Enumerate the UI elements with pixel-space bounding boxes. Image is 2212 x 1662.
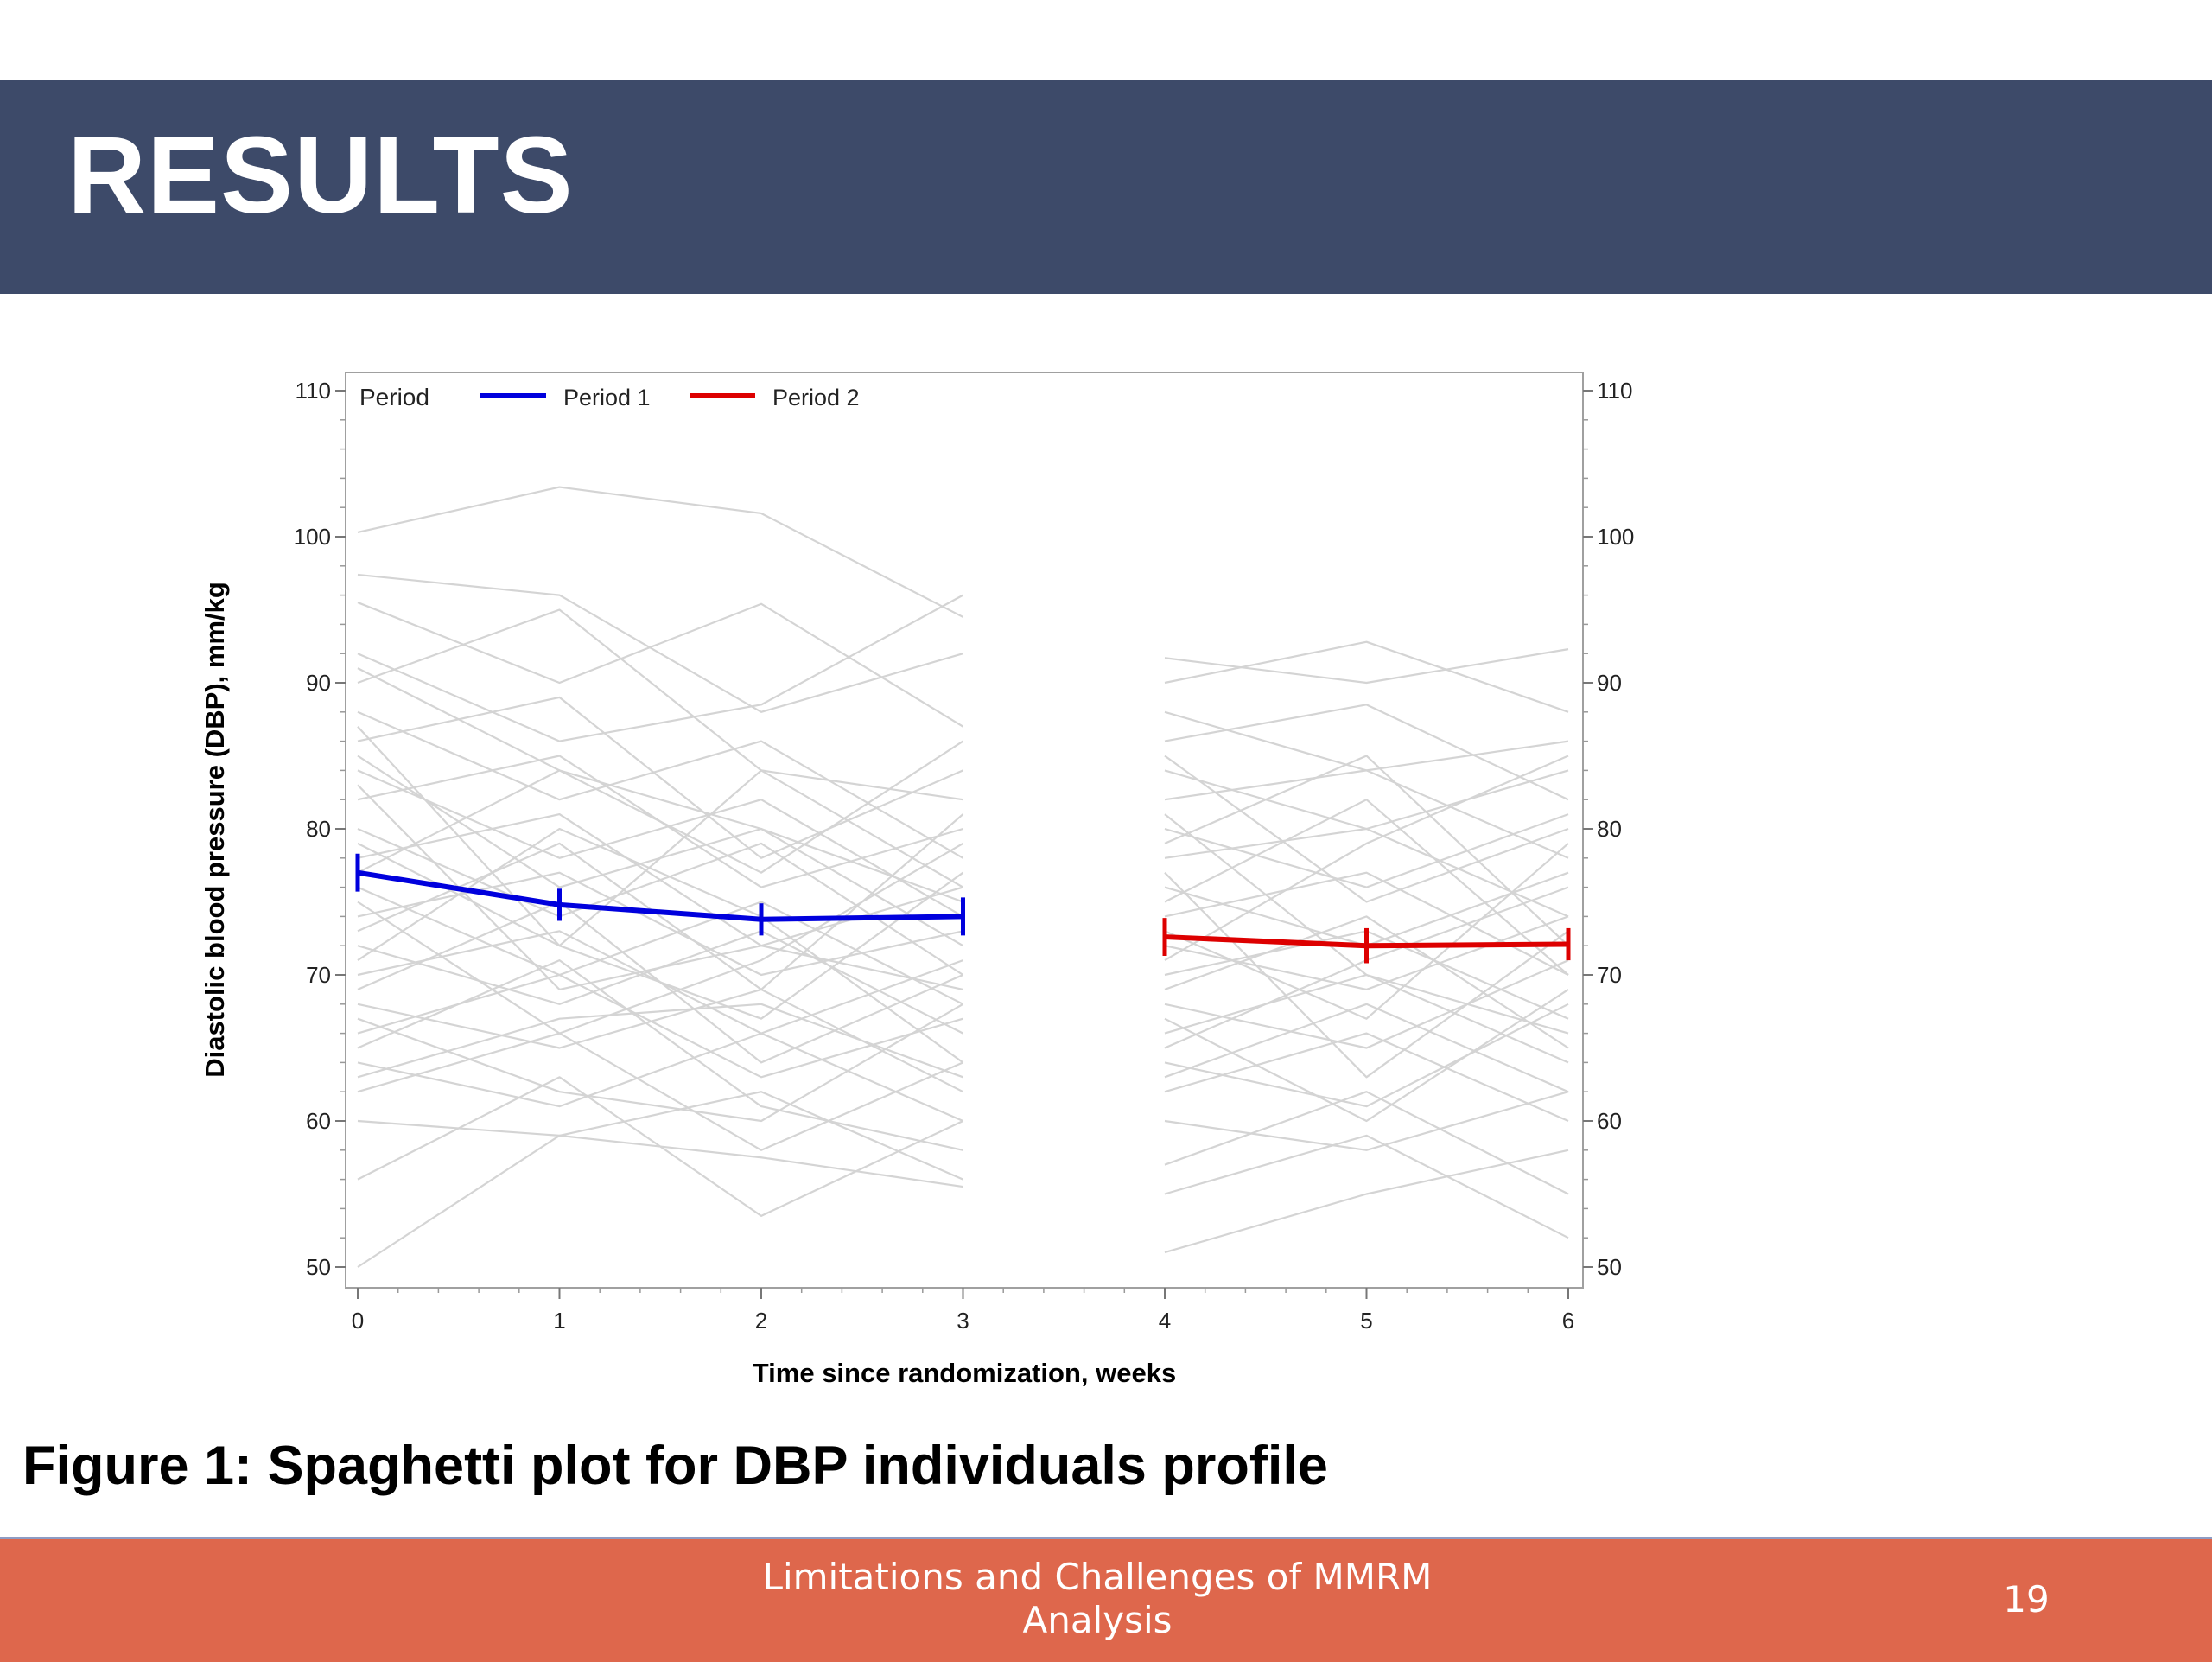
profile-line-32 <box>357 769 963 903</box>
axes: 50 50 60 60 70 70 80 80 90 90 100 100 110 110 0 1 2 3 4 5 6 <box>294 378 1635 1334</box>
profile-line-5 <box>357 608 963 801</box>
x-tick-label-3: 3 <box>957 1308 969 1334</box>
y-tick-label-right-80: 80 <box>1597 816 1622 842</box>
legend: Period Period 1 Period 2 <box>359 384 860 411</box>
x-tick-label-5: 5 <box>1360 1308 1372 1334</box>
y-tick-label-left-100: 100 <box>294 524 331 550</box>
profile-line-6 <box>357 710 964 859</box>
x-axis-label: Time since randomization, weeks <box>753 1358 1176 1388</box>
x-tick-label-1: 1 <box>553 1308 565 1334</box>
mean-series <box>355 853 1571 964</box>
profile-line-36 <box>1164 648 1569 685</box>
legend-title: Period <box>359 384 429 411</box>
profile-line-2 <box>357 573 963 713</box>
profile-line-55 <box>1164 1149 1569 1254</box>
y-tick-label-right-50: 50 <box>1597 1254 1622 1280</box>
profile-line-37 <box>1164 640 1569 713</box>
footer-title: Limitations and Challenges of MMRM Analy… <box>762 1556 1433 1641</box>
y-tick-label-left-90: 90 <box>306 670 331 696</box>
profile-line-56 <box>1164 755 1569 947</box>
y-tick-label-right-60: 60 <box>1597 1108 1622 1134</box>
profile-line-30 <box>357 827 964 1064</box>
legend-label-period-1: Period 1 <box>563 385 651 411</box>
profile-line-58 <box>1164 755 1569 903</box>
x-tick-label-0: 0 <box>352 1308 364 1334</box>
x-tick-label-6: 6 <box>1562 1308 1574 1334</box>
profile-line-57 <box>1164 843 1569 1020</box>
profile-line-63 <box>1164 755 1569 962</box>
profile-line-59 <box>1164 915 1569 1049</box>
profile-line-54 <box>1164 1134 1569 1239</box>
profile-line-27 <box>357 667 964 874</box>
y-tick-label-left-60: 60 <box>306 1108 331 1134</box>
profile-line-53 <box>1164 1091 1569 1195</box>
y-tick-label-left-110: 110 <box>296 378 331 404</box>
y-tick-label-right-100: 100 <box>1597 524 1634 550</box>
slide-title: RESULTS <box>67 114 574 236</box>
profile-line-19 <box>357 1032 963 1151</box>
profile-line-39 <box>1164 704 1569 801</box>
profile-line-65 <box>1164 799 1569 976</box>
y-tick-label-right-110: 110 <box>1597 378 1632 404</box>
profile-line-50 <box>1164 1003 1569 1108</box>
profile-line-52 <box>1164 1091 1569 1151</box>
profile-line-66 <box>1164 988 1569 1123</box>
profile-line-51 <box>1164 1032 1569 1123</box>
profile-line-35 <box>357 1003 964 1123</box>
y-tick-label-right-90: 90 <box>1597 670 1622 696</box>
profile-line-29 <box>357 842 964 1035</box>
footer-bar <box>0 1537 2212 1662</box>
page-number: 19 <box>2003 1578 2050 1621</box>
profile-line-3 <box>357 602 964 728</box>
profile-line-4 <box>357 594 964 742</box>
profile-line-33 <box>357 1003 963 1079</box>
y-tick-label-right-70: 70 <box>1597 962 1622 988</box>
profile-line-22 <box>357 1134 963 1268</box>
series-line-period-1 <box>357 869 963 922</box>
profile-line-41 <box>1164 769 1569 859</box>
y-tick-label-left-70: 70 <box>306 962 331 988</box>
profile-line-43 <box>1164 827 1569 918</box>
y-tick-label-left-50: 50 <box>306 1254 331 1280</box>
profile-line-1 <box>357 486 964 618</box>
figure-caption: Figure 1: Spaghetti plot for DBP individ… <box>22 1436 1328 1496</box>
x-tick-label-4: 4 <box>1159 1308 1171 1334</box>
profile-line-18 <box>357 1032 963 1123</box>
y-axis-label: Diastolic blood pressure (DBP), mm/kg <box>200 582 230 1078</box>
y-tick-label-left-80: 80 <box>306 816 331 842</box>
individual-profiles <box>357 486 1569 1268</box>
legend-label-period-2: Period 2 <box>772 385 860 411</box>
profile-line-28 <box>357 958 963 1151</box>
profile-line-34 <box>357 725 964 1020</box>
x-tick-label-2: 2 <box>755 1308 767 1334</box>
title-banner <box>0 80 2212 294</box>
